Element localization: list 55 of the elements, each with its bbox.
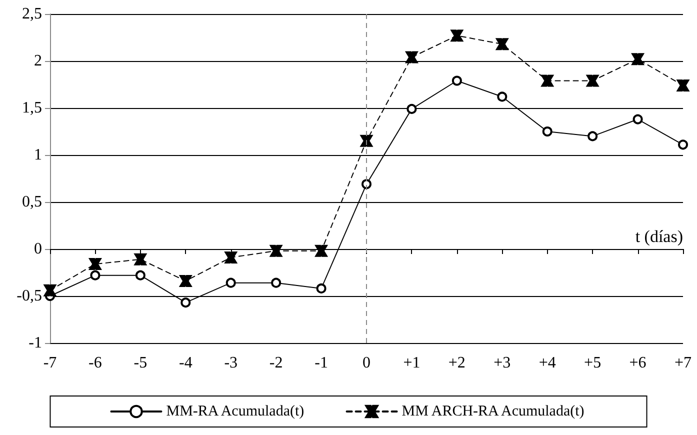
point xyxy=(180,274,192,287)
x-tick-label: -4 xyxy=(178,354,192,372)
x-tick-label: +2 xyxy=(448,354,466,372)
point xyxy=(452,76,462,86)
x-tick-label: -1 xyxy=(314,354,328,372)
x-axis-title: t (días) xyxy=(635,227,683,246)
y-tick-label: -1 xyxy=(28,334,42,352)
point xyxy=(226,278,236,288)
point xyxy=(360,134,372,147)
x-tick-label: 0 xyxy=(362,354,370,372)
x-tick-label: -5 xyxy=(134,354,148,372)
point xyxy=(632,114,643,124)
point xyxy=(588,131,598,142)
point xyxy=(270,244,282,257)
point xyxy=(541,74,554,87)
y-tick-label: 1,5 xyxy=(22,100,42,116)
point xyxy=(224,251,237,264)
x-tick-label: -6 xyxy=(88,354,102,372)
x-tick-label: -3 xyxy=(224,354,238,372)
point xyxy=(406,51,418,64)
point xyxy=(271,278,282,288)
point xyxy=(90,270,100,280)
point xyxy=(542,126,552,136)
x-tick-label: -2 xyxy=(269,354,283,372)
point xyxy=(89,258,102,270)
x-tick-label: +5 xyxy=(584,354,602,372)
point xyxy=(677,79,689,92)
point xyxy=(406,104,417,114)
x-tick-label: +4 xyxy=(538,354,556,372)
legend-label: MM-RA Acumulada(t) xyxy=(166,404,304,420)
point xyxy=(496,38,508,50)
point xyxy=(632,53,644,66)
point xyxy=(44,284,56,296)
y-tick-label: 1 xyxy=(34,146,42,164)
point xyxy=(497,92,508,102)
y-tick-label: -0,5 xyxy=(16,288,42,304)
y-tick-label: 0,5 xyxy=(22,194,42,210)
x-tick-label: +1 xyxy=(403,354,420,372)
point xyxy=(134,253,146,266)
y-tick-label: 2,5 xyxy=(22,6,42,22)
y-tick-label: 2 xyxy=(34,52,42,70)
y-tick-label: 0 xyxy=(34,240,42,258)
x-tick-label: -7 xyxy=(43,354,57,372)
point xyxy=(135,270,146,280)
point xyxy=(180,298,191,308)
x-tick-label: +7 xyxy=(674,354,692,372)
point xyxy=(450,30,463,42)
x-tick-label: +6 xyxy=(629,354,646,372)
point xyxy=(362,179,372,190)
legend-label: MM ARCH-RA Acumulada(t) xyxy=(402,404,584,420)
x-tick-label: +3 xyxy=(494,354,511,372)
point xyxy=(678,140,688,150)
point xyxy=(316,283,326,294)
point xyxy=(586,74,599,87)
point xyxy=(315,244,328,257)
